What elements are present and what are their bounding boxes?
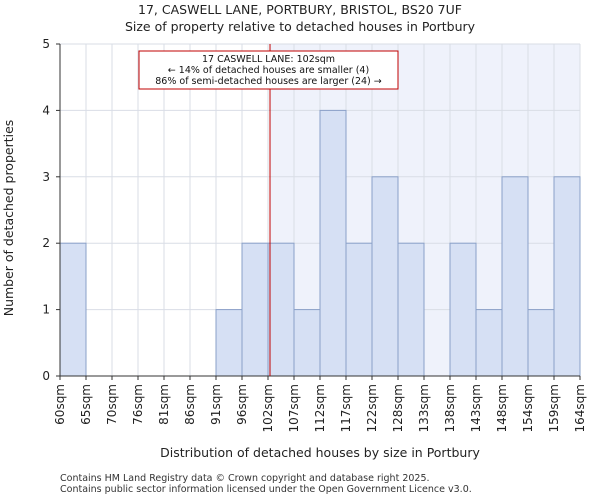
- footer-line1: Contains HM Land Registry data © Crown c…: [60, 473, 430, 484]
- x-tick-label: 91sqm: [209, 384, 223, 425]
- y-axis-label: Number of detached properties: [1, 120, 16, 317]
- x-tick-label: 138sqm: [443, 384, 457, 432]
- x-tick-label: 148sqm: [495, 384, 509, 432]
- bar-102sqm: [267, 242, 295, 377]
- x-axis-label: Distribution of detached houses by size …: [160, 445, 480, 460]
- x-tick-label: 70sqm: [105, 384, 119, 425]
- y-tick-label: 0: [42, 369, 50, 383]
- y-tick-label: 3: [42, 170, 50, 184]
- bar-117sqm: [345, 242, 373, 377]
- x-tick-label: 76sqm: [131, 384, 145, 425]
- annotation-box: 17 CASWELL LANE: 102sqm ← 14% of detache…: [138, 50, 399, 90]
- bar-143sqm: [475, 309, 503, 377]
- x-tick-label: 164sqm: [573, 384, 587, 432]
- bar-154sqm: [527, 309, 555, 377]
- x-tick-label: 117sqm: [339, 384, 353, 432]
- bar-148sqm: [501, 176, 529, 377]
- y-tick-label: 5: [42, 37, 50, 51]
- bar-96sqm: [241, 242, 269, 377]
- x-tick-label: 60sqm: [53, 384, 67, 425]
- bar-112sqm: [319, 109, 347, 377]
- chart-title-line2: Size of property relative to detached ho…: [124, 19, 476, 34]
- bar-91sqm: [215, 309, 243, 377]
- chart-title-line1: 17, CASWELL LANE, PORTBURY, BRISTOL, BS2…: [138, 2, 462, 17]
- histogram-chart: 0 1 2 3 4 5 60sqm 65sqm 70sqm 76sqm 81sqm 86sqm 91s…: [1, 37, 587, 460]
- x-tick-label: 154sqm: [521, 384, 535, 432]
- bar-60sqm: [59, 242, 87, 377]
- x-tick-label: 65sqm: [79, 384, 93, 425]
- bar-107sqm: [293, 309, 321, 377]
- x-tick-label: 143sqm: [469, 384, 483, 432]
- footer-line2: Contains public sector information licen…: [60, 484, 472, 495]
- annotation-line1: 17 CASWELL LANE: 102sqm: [202, 54, 335, 65]
- annotation-line3: 86% of semi-detached houses are larger (…: [155, 76, 382, 87]
- annotation-rect: [138, 50, 399, 90]
- y-tick-label: 2: [42, 236, 50, 250]
- x-tick-label: 133sqm: [417, 384, 431, 432]
- y-tick-label: 1: [42, 303, 50, 317]
- x-tick-label: 96sqm: [235, 384, 249, 425]
- annotation-line2: ← 14% of detached houses are smaller (4): [168, 65, 369, 76]
- x-tick-label: 102sqm: [261, 384, 275, 432]
- x-tick-label: 86sqm: [183, 384, 197, 425]
- x-tick-label: 107sqm: [287, 384, 301, 432]
- bar-138sqm: [449, 242, 477, 377]
- x-tick-label: 159sqm: [547, 384, 561, 432]
- bar-128sqm: [397, 242, 425, 377]
- x-tick-label: 128sqm: [391, 384, 405, 432]
- x-tick-label: 81sqm: [157, 384, 171, 425]
- x-tick-label: 112sqm: [313, 384, 327, 432]
- bar-159sqm: [553, 176, 581, 377]
- x-tick-label: 122sqm: [365, 384, 379, 432]
- bar-122sqm: [371, 176, 399, 377]
- y-tick-label: 4: [42, 103, 50, 117]
